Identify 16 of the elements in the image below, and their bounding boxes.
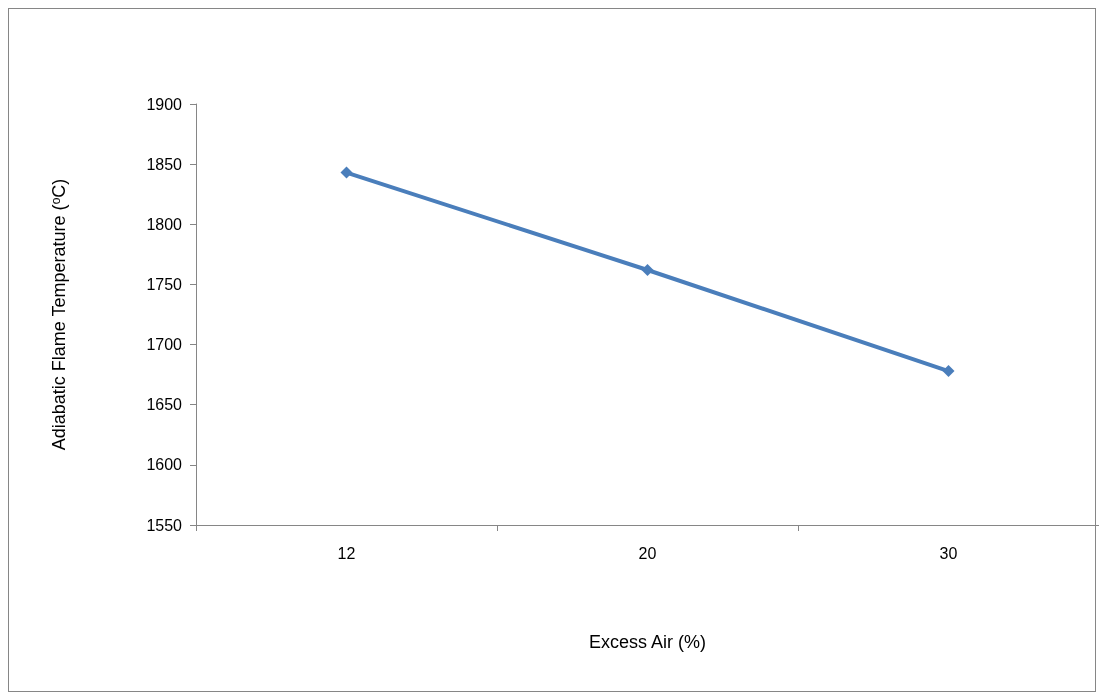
point xyxy=(340,166,353,179)
y-axis-title: Adiabatic Flame Temperature (oC) xyxy=(49,178,69,451)
y-tick-label: 1800 xyxy=(146,215,183,233)
y-tick-label: 1900 xyxy=(146,95,183,113)
point xyxy=(942,365,955,378)
x-tick-label: 20 xyxy=(638,544,657,562)
y-tick-label: 1700 xyxy=(146,336,183,354)
point xyxy=(641,263,654,276)
x-axis-title: Excess Air (%) xyxy=(588,632,707,652)
y-tick-label: 1850 xyxy=(146,155,183,173)
y-tick-label: 1600 xyxy=(146,456,183,474)
y-tick-label: 1550 xyxy=(146,516,183,534)
y-tick-label: 1750 xyxy=(146,275,183,293)
x-tick-label: 12 xyxy=(337,544,356,562)
x-tick-label: 30 xyxy=(939,544,958,562)
y-tick-label: 1650 xyxy=(146,396,183,414)
